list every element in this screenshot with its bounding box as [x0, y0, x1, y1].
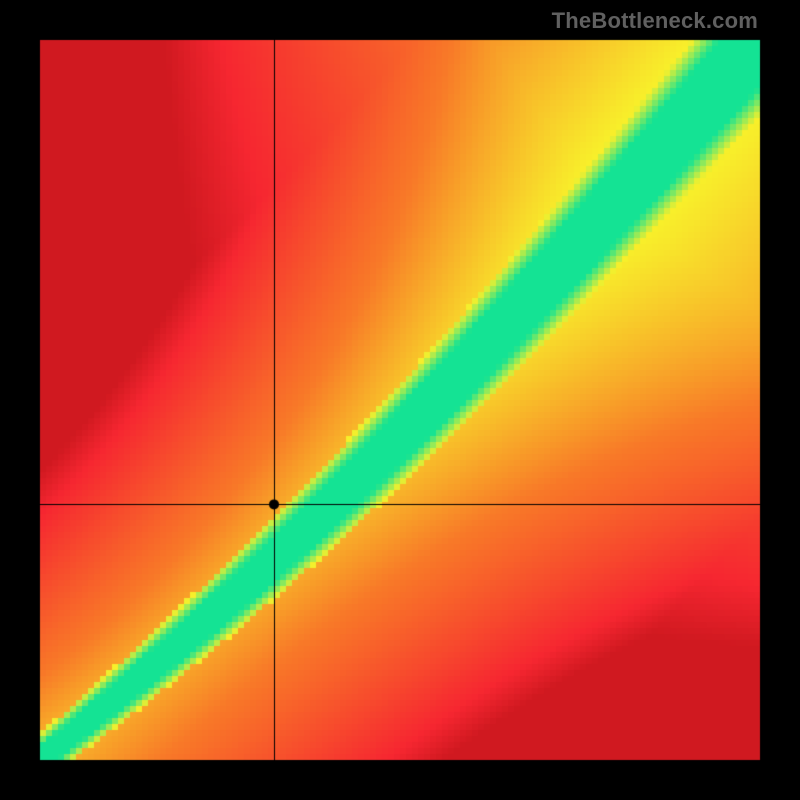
watermark-label: TheBottleneck.com — [552, 8, 758, 34]
bottleneck-heatmap — [0, 0, 800, 800]
chart-container: TheBottleneck.com — [0, 0, 800, 800]
